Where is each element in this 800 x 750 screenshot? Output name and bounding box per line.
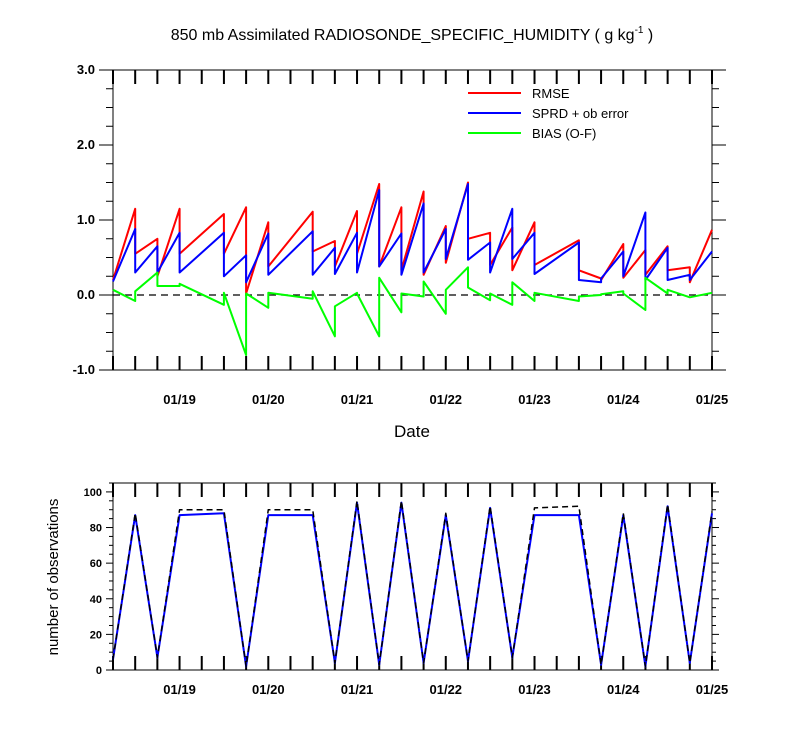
x-tick-label: 01/21	[341, 682, 374, 697]
x-tick-label: 01/19	[163, 682, 196, 697]
series-line	[112, 266, 713, 356]
x-tick-label: 01/22	[430, 682, 463, 697]
y-tick-label: 2.0	[77, 137, 95, 152]
y-tick-label: 1.0	[77, 212, 95, 227]
x-tick-label: 01/25	[696, 392, 729, 407]
y-tick-label: 20	[90, 629, 102, 641]
y-tick-label: 3.0	[77, 62, 95, 77]
plot-frame	[112, 482, 713, 671]
legend: RMSE SPRD + ob error BIAS (O-F)	[468, 86, 629, 141]
chart-title-end: )	[643, 27, 653, 44]
y-tick-label: 100	[84, 487, 102, 499]
y-axis-label: number of observations	[45, 499, 62, 656]
x-tick-label: 01/23	[518, 392, 551, 407]
x-tick-label: 01/23	[518, 682, 551, 697]
rmse-chart: 850 mb Assimilated RADIOSONDE_SPECIFIC_H…	[73, 25, 729, 441]
observations-chart: 01/19 01/20 01/21 01/22 01/23 01/24 01/25 0 20 40…	[45, 482, 729, 697]
x-axis-label: Date	[394, 422, 430, 441]
plot-area: 01/19 01/20 01/21 01/22 01/23 01/24 01/25 -1.0 0…	[73, 62, 729, 407]
plot-area: 01/19 01/20 01/21 01/22 01/23 01/24 01/25 0 20 40…	[84, 482, 729, 697]
chart-title: 850 mb Assimilated RADIOSONDE_SPECIFIC_H…	[171, 25, 654, 44]
y-tick-label: 0	[96, 665, 102, 677]
x-tick-label: 01/22	[430, 392, 463, 407]
legend-label: SPRD + ob error	[532, 106, 629, 121]
x-tick-label: 01/24	[607, 682, 640, 697]
x-tick-label: 01/20	[252, 392, 285, 407]
series-line	[112, 500, 713, 668]
y-tick-label: -1.0	[73, 362, 95, 377]
legend-label: BIAS (O-F)	[532, 126, 596, 141]
legend-label: RMSE	[532, 86, 570, 101]
x-tick-label: 01/19	[163, 392, 196, 407]
x-tick-label: 01/25	[696, 682, 729, 697]
chart-title-exponent: -1	[635, 25, 644, 36]
x-tick-label: 01/21	[341, 392, 374, 407]
series-line	[112, 183, 713, 284]
y-tick-label: 0.0	[77, 287, 95, 302]
y-tick-label: 60	[90, 558, 102, 570]
x-tick-label: 01/20	[252, 682, 285, 697]
y-tick-label: 80	[90, 523, 102, 535]
x-tick-label: 01/24	[607, 392, 640, 407]
y-tick-label: 40	[90, 594, 102, 606]
